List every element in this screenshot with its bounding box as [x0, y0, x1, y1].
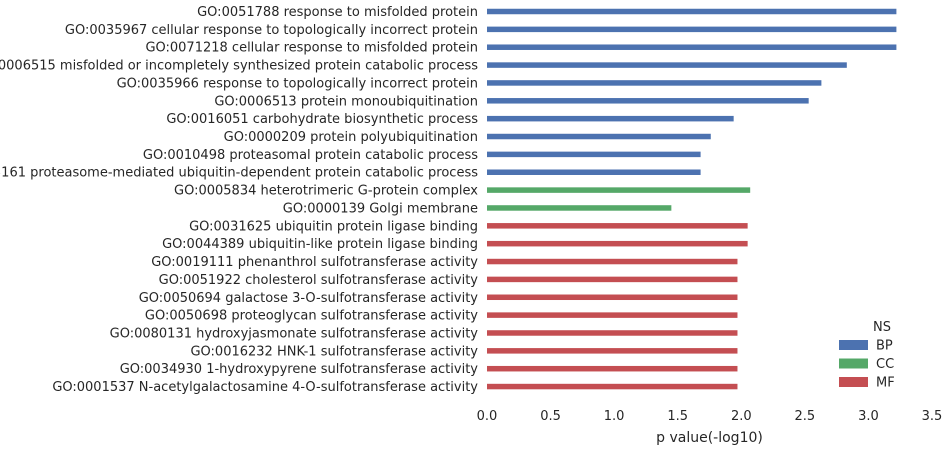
category-label: GO:0051788 response to misfolded protein — [197, 5, 478, 20]
category-label: GO:0051922 cholesterol sulfotransferase … — [159, 273, 479, 288]
bar-mf — [487, 348, 738, 354]
category-label: GO:0043161 proteasome-mediated ubiquitin… — [0, 166, 478, 181]
category-label: GO:0016232 HNK-1 sulfotransferase activi… — [190, 344, 478, 359]
category-label: GO:0006515 misfolded or incompletely syn… — [0, 59, 478, 74]
bar-bp — [487, 151, 701, 158]
legend-swatch-bp — [839, 340, 868, 350]
bar-bp — [487, 8, 897, 15]
x-tick-label: 2.0 — [731, 409, 752, 424]
category-label: GO:0035967 cellular response to topologi… — [65, 23, 478, 38]
bar-bp — [487, 62, 847, 68]
bar-mf — [487, 330, 738, 336]
x-tick-label: 1.5 — [667, 409, 688, 424]
category-label: GO:0001537 N-acetylgalactosamine 4-O-sul… — [52, 380, 478, 395]
category-label: GO:0035966 response to topologically inc… — [117, 76, 478, 91]
legend-swatch-cc — [839, 358, 868, 369]
category-label: GO:0019111 phenanthrol sulfotransferase … — [151, 255, 478, 270]
bars-layer — [487, 8, 897, 390]
category-labels: GO:0051788 response to misfolded protein… — [0, 5, 478, 395]
bar-bp — [487, 115, 734, 122]
category-label: GO:0000139 Golgi membrane — [283, 201, 478, 216]
bar-cc — [487, 205, 672, 211]
bar-mf — [487, 383, 738, 390]
bar-bp — [487, 80, 822, 86]
x-axis-ticks: 0.0 0.5 1.0 1.5 2.0 2.5 3.0 3.5 — [477, 409, 943, 424]
bar-cc — [487, 187, 751, 193]
category-label: GO:0080131 hydroxyjasmonate sulfotransfe… — [110, 326, 479, 341]
category-label: GO:0000209 protein polyubiquitination — [224, 130, 478, 145]
bar-bp — [487, 169, 701, 175]
bar-bp — [487, 26, 897, 33]
category-label: GO:0031625 ubiquitin protein ligase bind… — [189, 219, 478, 234]
category-label: GO:0050694 galactose 3-O-sulfotransferas… — [139, 291, 479, 306]
category-label: GO:0005834 heterotrimeric G-protein comp… — [174, 184, 478, 199]
x-tick-label: 1.0 — [604, 409, 625, 424]
bar-mf — [487, 276, 738, 283]
bar-mf — [487, 223, 748, 229]
legend-label-mf: MF — [876, 376, 895, 391]
category-label: GO:0044389 ubiquitin-like protein ligase… — [162, 237, 478, 252]
bar-bp — [487, 98, 809, 104]
x-tick-label: 0.0 — [477, 409, 498, 424]
bar-mf — [487, 294, 738, 301]
bar-bp — [487, 44, 897, 50]
legend-label-cc: CC — [876, 357, 894, 372]
x-axis-label: p value(-log10) — [656, 430, 763, 446]
category-label: GO:0071218 cellular response to misfolde… — [145, 41, 478, 56]
category-label: GO:0034930 1-hydroxypyrene sulfotransfer… — [120, 362, 479, 377]
bar-mf — [487, 240, 748, 247]
legend: NS BP CC MF — [839, 320, 895, 391]
x-tick-label: 3.0 — [858, 409, 879, 424]
bar-mf — [487, 365, 738, 372]
category-label: GO:0016051 carbohydrate biosynthetic pro… — [166, 112, 478, 127]
x-tick-label: 3.5 — [922, 409, 943, 424]
legend-label-bp: BP — [876, 339, 893, 354]
bar-bp — [487, 133, 711, 140]
legend-title: NS — [873, 320, 891, 335]
x-tick-label: 0.5 — [540, 409, 561, 424]
x-tick-label: 2.5 — [795, 409, 816, 424]
bar-mf — [487, 312, 738, 318]
legend-swatch-mf — [839, 377, 868, 387]
bar-mf — [487, 258, 738, 265]
category-label: GO:0010498 proteasomal protein catabolic… — [143, 148, 478, 163]
category-label: GO:0006513 protein monoubiquitination — [214, 94, 478, 109]
category-label: GO:0050698 proteoglycan sulfotransferase… — [145, 309, 478, 324]
